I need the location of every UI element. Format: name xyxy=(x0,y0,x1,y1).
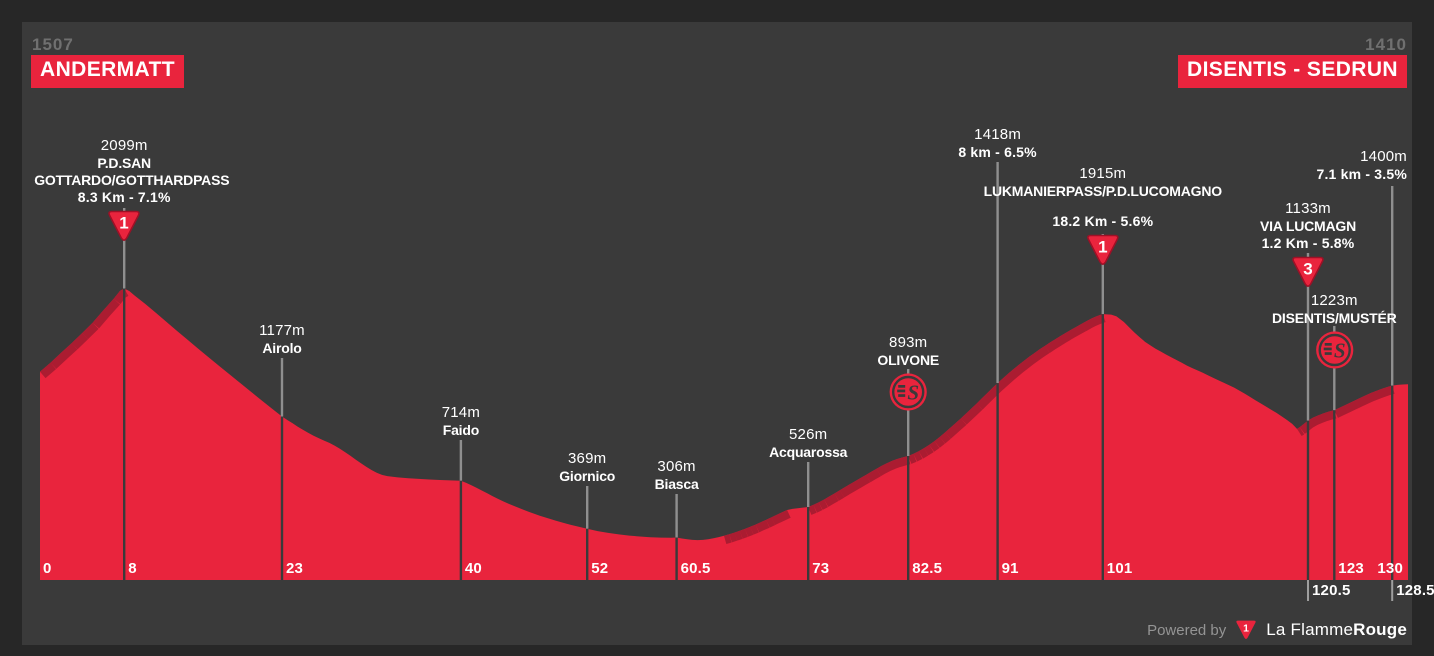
axis-tick-label: 8 xyxy=(128,560,137,577)
marker-elevation: 1418m xyxy=(974,126,1022,143)
marker-name: Airolo xyxy=(262,340,302,356)
marker-elevation: 2099m xyxy=(100,137,148,154)
svg-text:1: 1 xyxy=(1098,238,1107,257)
marker-label: 1400m 7.1 km - 3.5% xyxy=(1316,148,1407,183)
marker-gradient: 18.2 Km - 5.6% xyxy=(1052,213,1154,229)
marker-label: 714m Faido xyxy=(442,404,480,439)
marker-elevation: 1177m xyxy=(259,322,305,339)
brand-name: La FlammeRouge xyxy=(1266,620,1407,639)
axis-tick-label: 60.5 xyxy=(680,560,711,577)
marker-name: OLIVONE xyxy=(877,352,939,368)
marker-elevation: 526m xyxy=(789,426,828,443)
svg-text:1: 1 xyxy=(119,214,128,233)
marker-gradient: 1.2 Km - 5.8% xyxy=(1261,235,1355,251)
axis-tick-label: 52 xyxy=(591,560,609,577)
marker-gradient: 7.1 km - 3.5% xyxy=(1316,166,1407,182)
marker-label: 1915m LUKMANIERPASS/P.D.LUCOMAGNO 18.2 Km … xyxy=(984,165,1222,274)
marker-elevation: 1133m xyxy=(1285,200,1331,217)
marker-elevation: 1915m xyxy=(1079,165,1127,182)
marker-elevation: 369m xyxy=(568,450,607,467)
category-1-climb-icon: 1 xyxy=(1087,234,1119,265)
finish-location-badge: DISENTIS - SEDRUN xyxy=(1178,55,1407,88)
axis-tick-label: 23 xyxy=(286,560,304,577)
marker-label: 893m OLIVONE S xyxy=(877,334,939,417)
marker-name: Biasca xyxy=(654,476,699,492)
svg-text:S: S xyxy=(1333,339,1345,363)
marker-elevation: 893m xyxy=(889,334,928,351)
axis-tick-label: 123 xyxy=(1338,560,1364,577)
marker-name: Faido xyxy=(442,422,480,438)
marker-gradient: 8.3 Km - 7.1% xyxy=(77,189,171,205)
marker-name: P.D.SAN GOTTARDO/GOTTHARDPASS xyxy=(34,155,230,188)
powered-by-label: Powered by xyxy=(1147,621,1227,639)
axis-tick-label: 91 xyxy=(1001,560,1019,577)
finish-elevation: 1410 xyxy=(1365,35,1407,54)
marker-label: 1133m VIA LUCMAGN 1.2 Km - 5.8% 3 xyxy=(1260,200,1356,296)
axis-tick-label: 101 xyxy=(1106,560,1133,577)
category-1-climb-icon: 1 xyxy=(108,210,140,241)
laflammerouge-logo-icon: 1 xyxy=(1236,620,1256,639)
start-elevation: 1507 xyxy=(32,35,74,54)
marker-label: 306m Biasca xyxy=(655,458,699,493)
category-3-climb-icon: 3 xyxy=(1292,256,1324,287)
marker-label: 1223m DISENTIS/MUSTÉR S xyxy=(1272,292,1397,375)
marker-elevation: 714m xyxy=(441,404,481,421)
marker-name: VIA LUCMAGN xyxy=(1259,218,1357,234)
marker-elevation: 1400m xyxy=(1360,148,1407,165)
marker-elevation: 306m xyxy=(657,458,696,475)
marker-elevation: 1223m xyxy=(1310,292,1358,309)
marker-name: LUKMANIERPASS/P.D.LUCOMAGNO xyxy=(983,183,1223,199)
marker-name: Giornico xyxy=(559,468,616,484)
marker-name: DISENTIS/MUSTÉR xyxy=(1272,310,1397,326)
marker-label: 369m Giornico xyxy=(559,450,615,485)
marker-label: 1418m 8 km - 6.5% xyxy=(958,126,1036,161)
axis-tick-label: 82.5 xyxy=(912,560,943,577)
footer-credit: Powered by 1 La FlammeRouge xyxy=(1147,619,1407,641)
axis-tick-label: 0 xyxy=(43,560,52,577)
axis-tick-label: 128.5 xyxy=(1396,582,1434,599)
axis-tick-label: 120.5 xyxy=(1312,582,1351,599)
sprint-icon: S xyxy=(889,373,927,411)
marker-gradient: 8 km - 6.5% xyxy=(958,144,1037,160)
sprint-icon: S xyxy=(1315,331,1353,369)
elevation-area xyxy=(40,288,1408,580)
svg-text:3: 3 xyxy=(1303,260,1312,279)
axis-tick-label: 130 xyxy=(1377,560,1403,577)
marker-name: Acquarossa xyxy=(769,444,848,460)
svg-text:1: 1 xyxy=(1243,623,1249,634)
marker-label: 2099m P.D.SAN GOTTARDO/GOTTHARDPASS 8.3 Km… xyxy=(34,137,230,250)
start-location-badge: ANDERMATT xyxy=(31,55,185,88)
axis-tick-label: 40 xyxy=(464,560,482,577)
marker-label: 1177m Airolo xyxy=(259,322,305,357)
axis-tick-label: 73 xyxy=(812,560,830,577)
marker-label: 526m Acquarossa xyxy=(769,426,847,461)
svg-text:S: S xyxy=(907,381,919,405)
